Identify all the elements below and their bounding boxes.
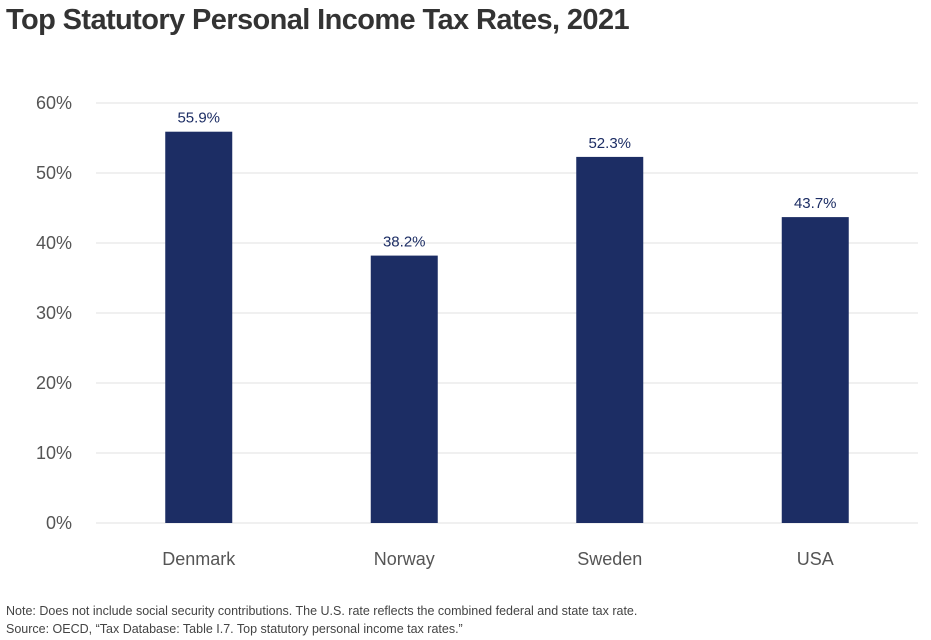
data-label: 43.7% (794, 195, 837, 212)
bar-denmark (165, 131, 233, 523)
bars (165, 131, 849, 523)
y-tick-label: 0% (46, 513, 72, 533)
data-labels: 55.9% 38.2% 52.3% 43.7% (177, 110, 836, 251)
y-axis-ticks: 0% 10% 20% 30% 40% 50% 60% (36, 93, 72, 533)
y-tick-label: 60% (36, 93, 72, 113)
bar-sweden (576, 156, 644, 523)
note-text: Note: Does not include social security c… (6, 604, 638, 618)
x-tick-label: USA (797, 549, 834, 569)
bar-usa (781, 217, 849, 523)
y-tick-label: 40% (36, 233, 72, 253)
y-tick-label: 30% (36, 303, 72, 323)
chart-title: Top Statutory Personal Income Tax Rates,… (6, 4, 630, 36)
y-tick-label: 50% (36, 163, 72, 183)
x-tick-label: Denmark (162, 549, 236, 569)
y-tick-label: 10% (36, 443, 72, 463)
bar-chart: 0% 10% 20% 30% 40% 50% 60% 55.9% 38.2% 52.3% 43.7… (36, 93, 918, 569)
data-label: 55.9% (177, 110, 220, 127)
x-tick-label: Sweden (577, 549, 642, 569)
source-text: Source: OECD, “Tax Database: Table I.7. … (6, 622, 463, 636)
footnotes: Note: Does not include social security c… (6, 602, 637, 638)
y-tick-label: 20% (36, 373, 72, 393)
x-tick-label: Norway (374, 549, 435, 569)
gridlines (96, 102, 918, 524)
data-label: 52.3% (588, 135, 631, 152)
x-axis-ticks: Denmark Norway Sweden USA (162, 549, 834, 569)
bar-norway (370, 255, 438, 523)
data-label: 38.2% (383, 234, 426, 251)
